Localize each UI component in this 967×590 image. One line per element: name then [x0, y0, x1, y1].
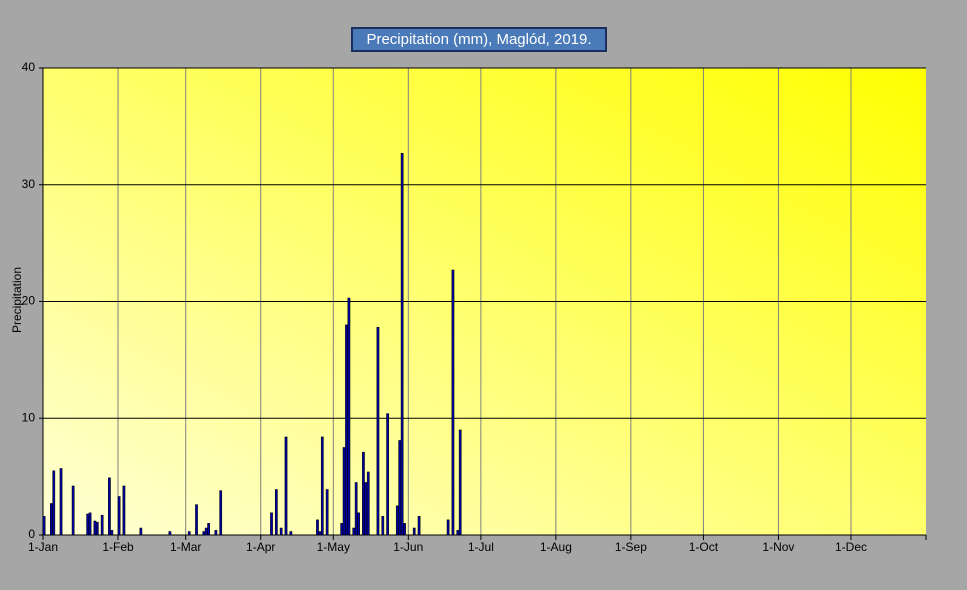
bar [214, 530, 218, 536]
bar [342, 447, 346, 536]
bar [316, 519, 319, 536]
bar [219, 490, 223, 536]
x-tick-label: 1-Nov [762, 540, 794, 554]
y-tick-label: 0 [28, 527, 35, 541]
x-tick-label: 1-Apr [246, 540, 275, 554]
bar [395, 505, 399, 536]
bar [270, 512, 273, 536]
bar [398, 440, 402, 536]
bar [412, 527, 416, 536]
y-tick-label: 40 [22, 60, 36, 74]
bar [202, 531, 206, 536]
x-tick-label: 1-Jan [28, 540, 58, 554]
bar [417, 516, 421, 536]
bar [88, 512, 92, 536]
bar [100, 514, 104, 536]
bar [93, 520, 97, 536]
bar [381, 516, 385, 536]
bar [354, 482, 358, 536]
bar [318, 531, 322, 536]
bar [204, 527, 208, 536]
bar [52, 470, 56, 536]
bar [403, 523, 406, 536]
bar [451, 269, 455, 536]
x-tick-label: 1-Aug [540, 540, 572, 554]
x-tick-label: 1-Mar [170, 540, 201, 554]
bar [50, 503, 53, 536]
y-axis-title: Precipitation [10, 267, 24, 333]
bar [59, 468, 63, 536]
bar [95, 521, 99, 536]
bar [168, 531, 172, 536]
x-tick-label: 1-Jul [468, 540, 494, 554]
bar [362, 451, 365, 536]
bar [139, 527, 143, 536]
x-tick-label: 1-Dec [835, 540, 867, 554]
x-tick-label: 1-May [317, 540, 350, 554]
bar [279, 527, 283, 536]
bar [458, 429, 462, 536]
bar [400, 152, 404, 536]
bar [207, 523, 210, 536]
bar [376, 326, 380, 536]
bar [86, 513, 89, 536]
bar [110, 530, 114, 536]
bar [187, 531, 191, 536]
bar [289, 531, 293, 536]
bar [364, 482, 368, 536]
bar [108, 477, 111, 536]
bar [274, 489, 278, 536]
x-tick-label: 1-Sep [615, 540, 647, 554]
bar [456, 530, 460, 536]
bar [446, 519, 450, 536]
bar [357, 512, 360, 536]
bar [340, 523, 344, 536]
x-tick-label: 1-Feb [102, 540, 134, 554]
title-box [351, 27, 607, 52]
y-tick-label: 10 [22, 410, 36, 424]
bar [347, 297, 351, 536]
bar [325, 489, 329, 536]
chart-title: Precipitation (mm), Maglód, 2019. [366, 31, 591, 48]
bar [117, 496, 121, 536]
bar [366, 471, 370, 536]
bar [122, 485, 126, 536]
bar [320, 436, 324, 536]
bar [42, 516, 46, 536]
x-tick-label: 1-Oct [689, 540, 719, 554]
bar [386, 413, 389, 536]
y-tick-label: 20 [22, 294, 36, 308]
bar [195, 504, 198, 536]
y-tick-label: 30 [22, 177, 36, 191]
x-tick-label: 1-Jun [393, 540, 423, 554]
bar [284, 436, 288, 536]
bar [345, 324, 348, 536]
bar [71, 485, 75, 536]
bar [352, 527, 356, 536]
